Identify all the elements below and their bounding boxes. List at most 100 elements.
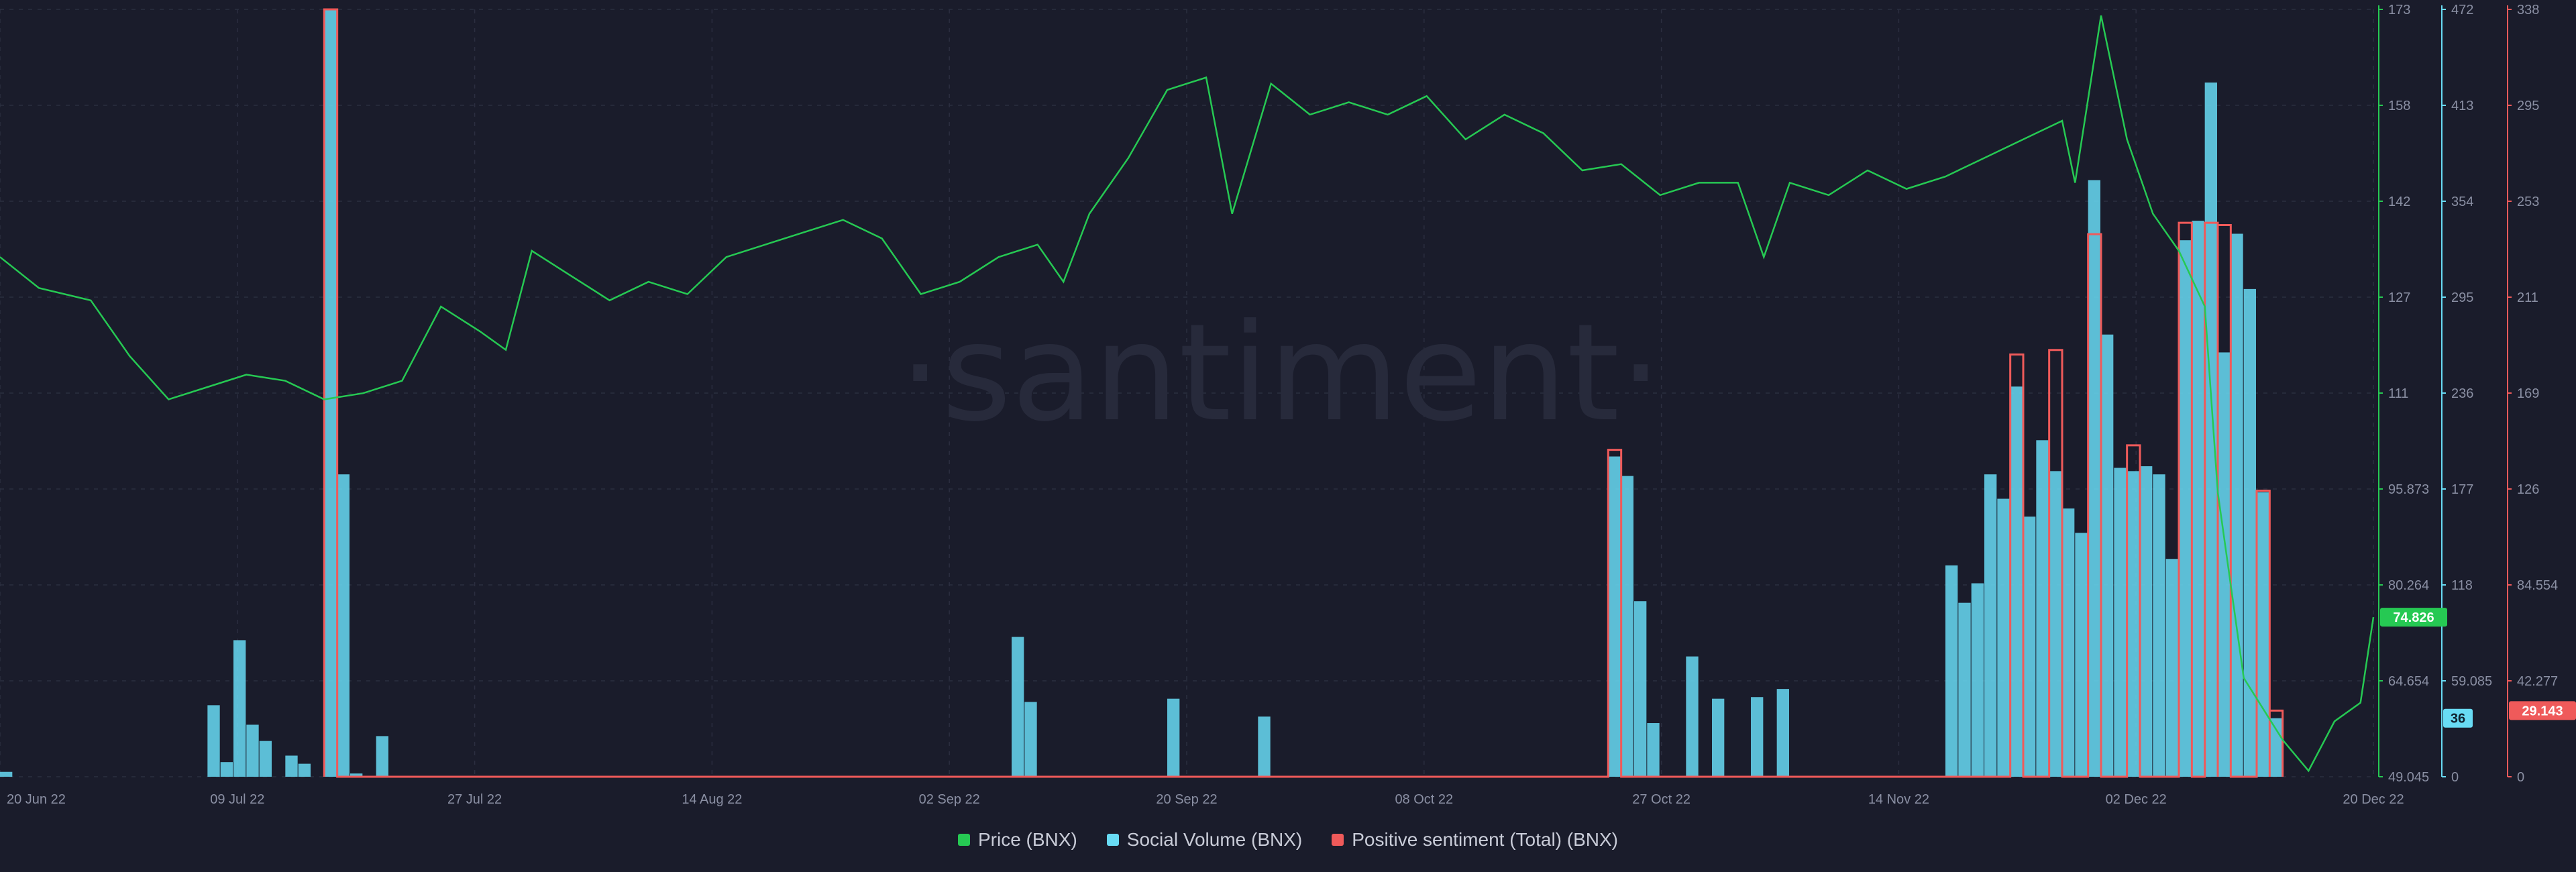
social-volume-bar [2243, 288, 2256, 777]
social-volume-bar [2153, 474, 2165, 777]
social-volume-bar [1258, 716, 1271, 777]
legend-label: Price (BNX) [977, 829, 1077, 850]
legend-item-positive-sentiment[interactable]: Positive sentiment (Total) (BNX) [1332, 829, 1618, 851]
social-volume-bar [2179, 240, 2192, 777]
legend: Price (BNX) Social Volume (BNX) Positive… [0, 820, 2576, 860]
social-volume-bar [2204, 83, 2217, 777]
social-volume-bar [1776, 689, 1789, 777]
positive_sentiment-tick-label: 295 [2517, 99, 2539, 113]
social-volume-bar [1945, 565, 1958, 777]
axes: 173 158 142 127 111 95.873 80.264 64.654 49.045 4… [2378, 3, 2558, 785]
social-volume-bar [2062, 508, 2075, 777]
x-tick-label: 02 Sep 22 [919, 792, 980, 807]
social-volume-bar [1984, 474, 1997, 777]
social_volume-current-value: 36 [2451, 712, 2465, 726]
social-volume-bar [1024, 702, 1037, 777]
price-tick-label: 173 [2388, 3, 2410, 17]
positive_sentiment-tick-label: 42.277 [2517, 674, 2558, 689]
current-value-badges: 74.826 36 29.143 [2380, 608, 2576, 728]
price-tick-label: 158 [2388, 99, 2410, 113]
social-volume-bar [2269, 718, 2282, 777]
price-tick-label: 64.654 [2388, 674, 2429, 689]
social-volume-bar [2257, 492, 2269, 777]
social-volume-bar [1686, 656, 1699, 777]
x-tick-label: 27 Oct 22 [1632, 792, 1690, 807]
positive-sentiment-line [323, 8, 2284, 778]
social-volume-bar [350, 773, 363, 777]
social-volume-bar [2140, 466, 2153, 777]
positive_sentiment-tick-label: 84.554 [2517, 578, 2558, 593]
social_volume-tick-label: 0 [2451, 770, 2459, 785]
social-volume-bar [0, 771, 13, 777]
social-volume-bar [2101, 334, 2114, 777]
social-volume-bar [1012, 637, 1024, 777]
social-volume-bar [1751, 697, 1764, 777]
price-current-badge [2380, 608, 2447, 627]
social_volume-current-badge [2443, 708, 2473, 728]
watermark-text: ·santiment· [899, 295, 1662, 451]
price-line [0, 15, 2375, 773]
social-volume-bar [285, 755, 298, 777]
price-current-value: 74.826 [2393, 610, 2434, 625]
price-tick-label: 111 [2388, 386, 2408, 401]
social_volume-tick-label: 413 [2451, 99, 2473, 113]
social_volume-tick-label: 295 [2451, 290, 2473, 305]
social-volume-bar [2218, 352, 2231, 777]
social-volume-bar [2088, 180, 2100, 777]
social_volume-tick-label: 472 [2451, 3, 2473, 17]
positive_sentiment-tick-label: 211 [2517, 290, 2538, 305]
social-volume-bar [1958, 602, 1971, 777]
chart-svg: ·santiment· 173 158 142 127 111 95.873 80.264 6… [0, 3, 2576, 807]
social-volume-bar [1608, 456, 1621, 777]
social-volume-bar [2023, 516, 2036, 777]
x-tick-label: 14 Nov 22 [1868, 792, 1929, 807]
x-tick-label: 27 Jul 22 [447, 792, 502, 807]
social_volume-tick-label: 118 [2451, 578, 2473, 593]
social-volume-bar [1167, 698, 1180, 777]
positive_sentiment-current-badge [2509, 701, 2576, 720]
legend-label: Social Volume (BNX) [1126, 829, 1303, 850]
social_volume-tick-label: 59.085 [2451, 674, 2492, 689]
positive-sentiment-swatch-icon [1332, 834, 1344, 846]
x-tick-label: 14 Aug 22 [682, 792, 742, 807]
social-volume-bar [1971, 583, 1984, 777]
legend-item-price[interactable]: Price (BNX) [957, 829, 1077, 851]
positive_sentiment-tick-label: 253 [2517, 195, 2539, 209]
social-volume-bar [376, 736, 388, 777]
x-axis-ticks: 20 Jun 22 09 Jul 22 27 Jul 22 14 Aug 22 02 S… [7, 792, 2404, 807]
positive_sentiment-tick-label: 169 [2517, 386, 2539, 401]
social-volume-bar [337, 474, 350, 777]
price-tick-label: 127 [2388, 290, 2410, 305]
social-volume-bar [207, 705, 220, 777]
social-volume-bar [2231, 233, 2243, 777]
social-volume-bar [259, 741, 272, 777]
social-volume-bar [2036, 440, 2049, 777]
positive_sentiment-current-value: 29.143 [2522, 704, 2563, 718]
social-volume-bar [1621, 476, 1633, 777]
positive_sentiment-tick-label: 338 [2517, 3, 2539, 17]
x-tick-label: 08 Oct 22 [1395, 792, 1453, 807]
social-volume-bar [2075, 533, 2088, 777]
legend-item-social-volume[interactable]: Social Volume (BNX) [1106, 829, 1303, 851]
social-volume-bar [2165, 559, 2178, 777]
positive_sentiment-tick-label: 0 [2517, 770, 2524, 785]
social-volume-bar [1712, 698, 1725, 777]
social-volume-bar [2010, 386, 2023, 777]
price-tick-label: 95.873 [2388, 482, 2429, 497]
x-tick-label: 20 Sep 22 [1156, 792, 1217, 807]
price-swatch-icon [957, 834, 970, 846]
price-tick-label: 49.045 [2388, 770, 2429, 785]
social-volume-bars [0, 9, 2282, 777]
social_volume-tick-label: 236 [2451, 386, 2473, 401]
x-tick-label: 09 Jul 22 [210, 792, 264, 807]
social-volume-bar [2049, 471, 2061, 777]
social-volume-bar [2192, 221, 2204, 777]
social-volume-bar [233, 640, 246, 777]
social_volume-tick-label: 177 [2451, 482, 2473, 497]
social-volume-bar [220, 762, 233, 777]
social-volume-bar [246, 724, 259, 777]
social_volume-tick-label: 354 [2451, 195, 2473, 209]
social-volume-bar [1997, 498, 2010, 777]
social-volume-bar [2127, 471, 2139, 777]
